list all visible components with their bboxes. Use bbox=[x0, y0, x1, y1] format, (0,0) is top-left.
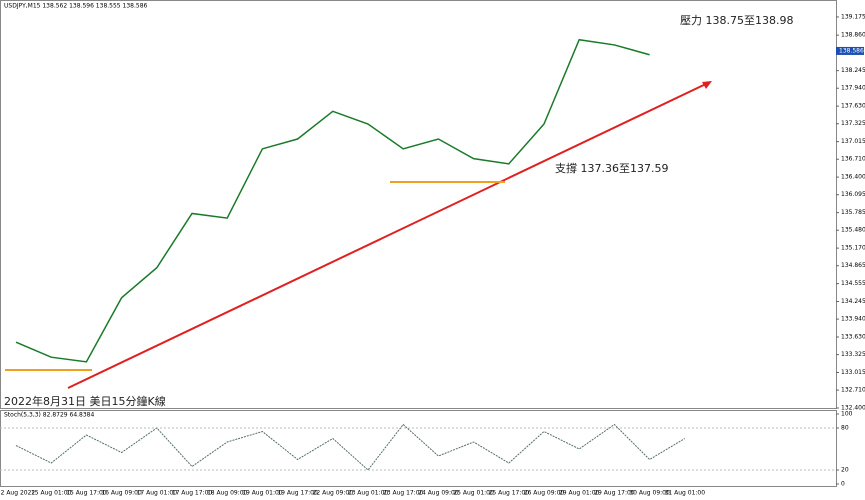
y-tick-label: 134.865 bbox=[841, 262, 865, 269]
y-tick-label: 138.245 bbox=[841, 67, 865, 74]
y-tick-label: 138.860 bbox=[841, 32, 865, 39]
x-tick-label: 31 Aug 01:00 bbox=[665, 490, 706, 497]
y-tick-label: 137.015 bbox=[841, 138, 865, 145]
x-tick-label: 15 Aug 01:00 bbox=[31, 490, 72, 497]
x-tick-label: 25 Aug 17:00 bbox=[489, 490, 530, 497]
y-tick-label: 133.940 bbox=[841, 316, 865, 323]
y-tick-label: 132.710 bbox=[841, 387, 865, 394]
y-tick-label: 136.710 bbox=[841, 156, 865, 163]
y-tick-label: 100 bbox=[841, 411, 853, 418]
x-tick-label: 19 Aug 01:00 bbox=[242, 490, 283, 497]
series-line bbox=[15, 38, 650, 363]
x-tick-label: 25 Aug 01:00 bbox=[453, 490, 494, 497]
x-tick-label: 26 Aug 09:00 bbox=[524, 490, 565, 497]
y-tick-label: 137.325 bbox=[841, 120, 865, 127]
x-tick-label: 18 Aug 09:00 bbox=[207, 490, 248, 497]
trend-line bbox=[67, 81, 711, 389]
series-line bbox=[15, 423, 686, 471]
arrow-head bbox=[702, 81, 712, 89]
y-tick-label: 133.015 bbox=[841, 369, 865, 376]
annotation: 2022年8月31日 美日15分鐘K線 bbox=[4, 394, 166, 408]
x-tick-label: 16 Aug 09:00 bbox=[101, 490, 142, 497]
x-tick-label: 12 Aug 2022 bbox=[0, 490, 35, 497]
y-tick-label: 132.400 bbox=[841, 405, 865, 412]
price-label: 138.586 bbox=[839, 47, 864, 54]
y-tick-label: 133.630 bbox=[841, 334, 865, 341]
y-tick-label: 0 bbox=[841, 481, 845, 488]
stoch-title: Stoch(5,3,3) 82.8729 64.8384 bbox=[4, 412, 95, 419]
y-tick-label: 133.325 bbox=[841, 351, 865, 358]
header: USDJPY,M15 138.562 138.596 138.555 138.5… bbox=[4, 3, 148, 10]
y-tick-label: 136.095 bbox=[841, 191, 865, 198]
y-tick-label: 20 bbox=[841, 467, 849, 474]
price-marker bbox=[836, 46, 864, 55]
x-tick-label: 17 Aug 01:00 bbox=[137, 490, 178, 497]
y-tick-label: 80 bbox=[841, 425, 849, 432]
y-tick-label: 135.785 bbox=[841, 209, 865, 216]
x-tick-label: 17 Aug 17:00 bbox=[172, 490, 213, 497]
y-tick-label: 134.555 bbox=[841, 280, 865, 287]
y-tick-label: 135.480 bbox=[841, 227, 865, 234]
y-tick-label: 137.940 bbox=[841, 85, 865, 92]
y-tick-label: 137.630 bbox=[841, 103, 865, 110]
annotation: 壓力 138.75至138.98 bbox=[680, 14, 793, 27]
x-tick-label: 15 Aug 17:00 bbox=[66, 490, 107, 497]
y-tick-label: 134.245 bbox=[841, 298, 865, 305]
x-tick-label: 23 Aug 17:00 bbox=[383, 490, 424, 497]
x-tick-label: 29 Aug 17:00 bbox=[594, 490, 635, 497]
x-tick-label: 29 Aug 01:00 bbox=[559, 490, 600, 497]
y-tick-label: 135.170 bbox=[841, 245, 865, 252]
annotation: 支撐 137.36至137.59 bbox=[555, 161, 668, 175]
stoch-frame bbox=[0, 410, 837, 487]
main-frame bbox=[0, 0, 837, 409]
x-tick-label: 23 Aug 01:00 bbox=[348, 490, 389, 497]
x-tick-label: 19 Aug 17:00 bbox=[277, 490, 318, 497]
y-tick-label: 136.400 bbox=[841, 174, 865, 181]
y-tick-label: 139.175 bbox=[841, 13, 865, 20]
x-tick-label: 24 Aug 09:00 bbox=[418, 490, 459, 497]
x-tick-label: 30 Aug 09:00 bbox=[629, 490, 670, 497]
x-tick-label: 22 Aug 09:00 bbox=[313, 490, 354, 497]
